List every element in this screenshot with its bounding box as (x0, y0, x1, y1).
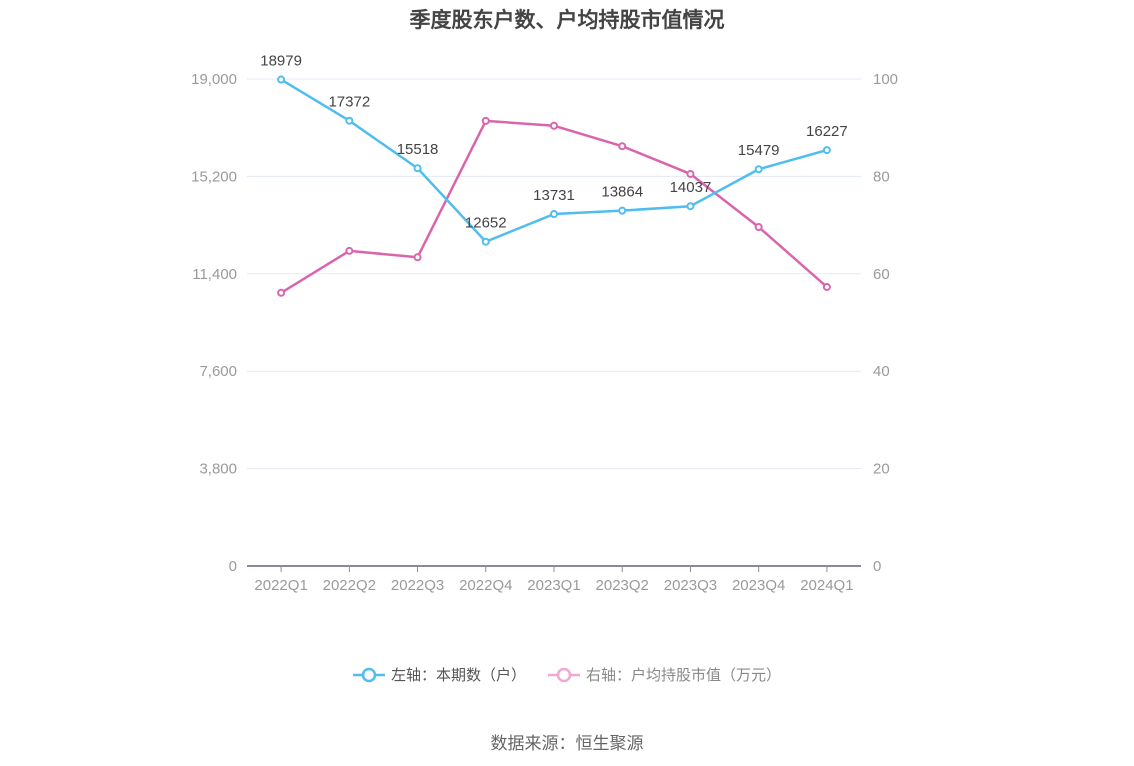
data-label: 17372 (328, 94, 370, 111)
data-label: 13731 (533, 187, 575, 204)
data-source: 数据来源：恒生聚源 (490, 734, 644, 753)
left-tick-label: 15,200 (191, 168, 237, 185)
left-tick-label: 7,600 (199, 363, 237, 380)
grid-lines (247, 78, 861, 470)
right-tick-label: 60 (873, 266, 890, 283)
legend-item-right-axis[interactable]: 右轴：户均持股市值（万元） (548, 664, 781, 685)
data-labels: 18979 17372 15518 12652 13731 13864 14037 15479… (260, 53, 847, 232)
avg-holding-value-point[interactable] (822, 282, 831, 291)
shareholder-count-point[interactable] (618, 206, 627, 215)
right-tick-label: 40 (873, 363, 890, 380)
data-label: 12652 (465, 215, 507, 232)
x-tick-label: 2024Q1 (800, 577, 853, 594)
data-label: 18979 (260, 53, 302, 70)
avg-holding-value-point[interactable] (686, 169, 695, 178)
data-label: 14037 (670, 179, 712, 196)
x-tick-label: 2023Q3 (664, 577, 717, 594)
x-tick-label: 2022Q3 (391, 577, 444, 594)
data-label: 15479 (738, 142, 780, 159)
shareholder-count-point[interactable] (822, 146, 831, 155)
data-label: 16227 (806, 123, 848, 140)
legend-label-right: 右轴：户均持股市值（万元） (586, 667, 782, 684)
avg-holding-value-point[interactable] (754, 223, 763, 232)
right-tick-label: 20 (873, 461, 890, 478)
circle-line-icon (352, 667, 385, 682)
right-tick-label: 80 (873, 168, 890, 185)
x-tick-label: 2023Q2 (596, 577, 649, 594)
series-lines (277, 75, 831, 297)
avg-holding-value-point[interactable] (345, 246, 354, 255)
avg-holding-value-point[interactable] (481, 116, 490, 125)
x-tick-label: 2023Q4 (732, 577, 785, 594)
chart-title: 季度股东户数、户均持股市值情况 (409, 9, 725, 32)
left-tick-label: 11,400 (192, 266, 237, 283)
shareholder-count-point[interactable] (277, 75, 286, 84)
circle-line-icon (548, 667, 580, 682)
shareholder-count-point[interactable] (345, 116, 354, 125)
x-tick-label: 2022Q1 (254, 577, 307, 594)
data-label: 15518 (397, 141, 439, 158)
avg-holding-value-point[interactable] (618, 142, 627, 151)
legend-item-left-axis[interactable]: 左轴：本期数（户） (352, 664, 526, 685)
left-tick-label: 3,800 (199, 461, 237, 478)
left-axis-ticks: 0 3,800 7,600 11,400 15,200 19,000 (191, 71, 237, 575)
shareholder-count-point[interactable] (413, 164, 422, 173)
x-axis: 2022Q1 2022Q2 2022Q3 2022Q4 2023Q1 2023Q2 2023… (247, 565, 861, 594)
legend: 左轴：本期数（户） 右轴：户均持股市值（万元） (0, 664, 1134, 685)
left-tick-label: 0 (229, 558, 237, 575)
data-label: 13864 (601, 184, 643, 201)
right-axis-ticks: 0 20 40 60 80 100 (873, 71, 898, 575)
x-tick-label: 2023Q1 (527, 577, 580, 594)
avg-holding-value-point[interactable] (277, 288, 286, 297)
shareholder-count-point[interactable] (686, 202, 695, 211)
avg-holding-value-point[interactable] (413, 253, 422, 262)
left-tick-label: 19,000 (191, 71, 237, 88)
x-tick-label: 2022Q2 (323, 577, 376, 594)
avg-holding-value-point[interactable] (550, 121, 558, 130)
right-tick-label: 0 (873, 558, 881, 575)
line-chart: 0 3,800 7,600 11,400 15,200 19,000 0 20 40 60 80 1… (191, 53, 898, 594)
shareholder-count-point[interactable] (481, 237, 490, 246)
shareholder-count-point[interactable] (754, 165, 763, 174)
legend-label-left: 左轴：本期数（户） (390, 667, 526, 684)
x-tick-label: 2022Q4 (459, 577, 512, 594)
shareholder-count-point[interactable] (550, 210, 558, 219)
right-tick-label: 100 (873, 71, 898, 88)
